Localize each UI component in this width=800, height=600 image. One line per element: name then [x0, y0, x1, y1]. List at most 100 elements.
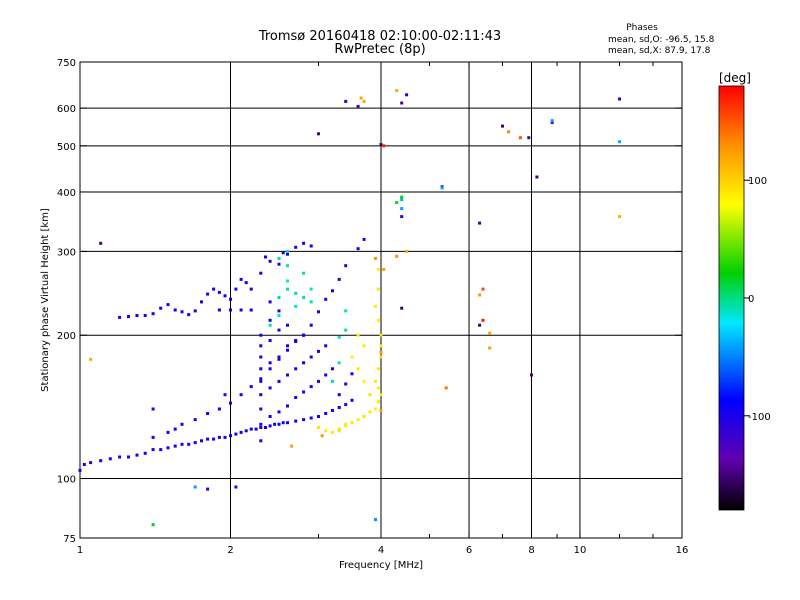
- data-point: [550, 120, 554, 124]
- chart-subtitle: RwPretec (8p): [334, 42, 425, 57]
- data-point: [382, 267, 386, 271]
- data-point: [173, 444, 177, 448]
- phases-title: Phases: [626, 23, 658, 33]
- data-point: [229, 401, 232, 405]
- data-point: [344, 264, 348, 268]
- data-point: [229, 434, 232, 438]
- y-tick-label: 400: [57, 188, 76, 199]
- data-point: [344, 309, 348, 313]
- data-point: [82, 463, 86, 466]
- data-point: [239, 430, 243, 434]
- data-point: [337, 393, 341, 397]
- data-point: [229, 308, 232, 312]
- data-point: [206, 487, 210, 491]
- data-point: [180, 422, 184, 426]
- data-point: [151, 448, 155, 452]
- data-point: [286, 287, 289, 291]
- data-point: [249, 427, 253, 431]
- data-point: [151, 407, 155, 411]
- y-tick-label: 500: [57, 142, 76, 153]
- data-point: [309, 385, 313, 389]
- data-point: [206, 437, 210, 441]
- data-point: [376, 400, 380, 404]
- data-point: [151, 523, 155, 527]
- data-point: [324, 373, 328, 377]
- axis-ticks: 1 2 4 6 8 10 16 75 100 200 300 400 500 600 750: [57, 58, 688, 556]
- data-point: [206, 292, 210, 296]
- data-point: [268, 323, 272, 327]
- data-point: [286, 279, 289, 283]
- data-point: [379, 355, 383, 359]
- data-point: [108, 457, 112, 461]
- data-point: [302, 271, 306, 275]
- data-point: [127, 455, 130, 459]
- data-point: [324, 412, 328, 415]
- data-point: [277, 379, 281, 383]
- data-point: [362, 379, 366, 383]
- data-point: [337, 427, 341, 431]
- data-point: [350, 355, 354, 359]
- data-point: [89, 357, 93, 361]
- data-point: [356, 333, 360, 337]
- data-point: [405, 249, 409, 253]
- colorbar-tick-label: 100: [748, 176, 767, 187]
- data-point: [478, 323, 482, 327]
- data-point: [331, 430, 334, 434]
- data-point: [395, 254, 399, 258]
- data-point: [281, 251, 285, 255]
- data-point: [259, 355, 263, 359]
- data-point: [374, 256, 377, 260]
- data-point: [200, 300, 203, 304]
- data-point: [376, 386, 380, 390]
- y-tick-label: 75: [63, 534, 76, 545]
- data-point: [481, 287, 485, 291]
- data-point: [368, 393, 372, 397]
- data-point: [331, 379, 334, 383]
- data-point: [618, 97, 621, 101]
- data-point: [501, 124, 504, 128]
- y-tick-label: 750: [57, 58, 76, 69]
- data-point: [481, 318, 485, 322]
- data-point: [118, 455, 122, 459]
- data-point: [277, 256, 281, 260]
- data-point: [317, 310, 320, 314]
- data-point: [379, 409, 383, 412]
- data-point: [400, 101, 404, 105]
- data-point: [294, 339, 298, 342]
- data-point: [379, 143, 383, 147]
- data-point: [618, 140, 621, 144]
- colorbar-tick-label: -100: [748, 412, 771, 423]
- data-point: [302, 333, 306, 337]
- data-point: [259, 407, 263, 411]
- data-point: [550, 119, 554, 123]
- data-point: [356, 247, 360, 251]
- data-point: [356, 367, 360, 371]
- data-point: [135, 314, 139, 317]
- colorbar-gradient: [718, 85, 745, 511]
- data-point: [400, 198, 404, 202]
- data-point: [244, 429, 248, 433]
- data-point: [379, 351, 383, 354]
- data-point: [239, 393, 243, 397]
- data-point: [286, 264, 289, 268]
- data-point: [286, 348, 289, 352]
- data-point: [99, 241, 103, 245]
- data-point: [259, 344, 263, 348]
- data-point: [277, 422, 281, 426]
- x-tick-label: 2: [227, 545, 233, 556]
- data-point: [212, 287, 216, 291]
- x-tick-label: 8: [528, 545, 534, 556]
- data-point: [374, 304, 377, 308]
- data-point: [268, 361, 272, 365]
- y-tick-label: 600: [57, 104, 76, 115]
- data-point: [286, 373, 289, 377]
- data-point: [286, 404, 289, 408]
- data-point: [317, 426, 320, 429]
- data-point: [268, 386, 272, 390]
- data-point: [277, 357, 281, 361]
- data-point: [173, 427, 177, 431]
- data-point: [527, 136, 531, 140]
- data-point: [376, 267, 380, 271]
- data-point: [444, 386, 448, 390]
